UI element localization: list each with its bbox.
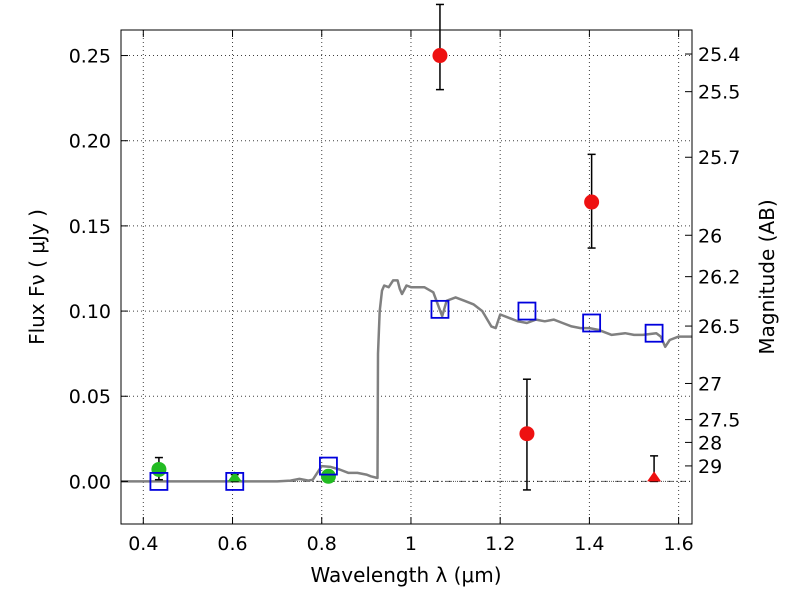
plot-frame [120, 29, 693, 525]
y-axis-title: Flux Fν ( μJy ) [25, 209, 49, 345]
upper-limit-triangle [227, 471, 242, 482]
x-tick-label: 1.4 [574, 533, 604, 555]
model-sed-line [121, 279, 692, 483]
right-tick-label: 28 [698, 432, 722, 454]
data-point-circle [519, 426, 535, 442]
data-point-circle [432, 48, 448, 64]
upper-limit-triangle [647, 471, 662, 482]
model-flux-square [149, 472, 169, 491]
grid [121, 30, 692, 524]
model-flux-square [319, 456, 338, 476]
model-flux-square [582, 313, 602, 333]
x-axis-title: Wavelength λ (μm) [310, 563, 501, 587]
y-tick-label: 0.10 [69, 301, 111, 323]
model-flux-square [517, 301, 537, 321]
right-tick-label: 26.2 [698, 267, 740, 289]
right-tick-label: 26.5 [698, 316, 740, 338]
right-tick-label: 25.7 [698, 147, 740, 169]
x-tick-label: 0.6 [217, 533, 247, 555]
y-axis-title-right: Magnitude (AB) [755, 199, 779, 354]
y-tick-label: 0.00 [69, 471, 111, 493]
x-tick-label: 1 [405, 533, 417, 555]
x-tick-label: 1.6 [664, 533, 694, 555]
right-tick-label: 25.4 [698, 44, 740, 66]
y-tick-label: 0.20 [69, 131, 111, 153]
right-tick-label: 26 [698, 225, 722, 247]
x-tick-label: 0.4 [128, 533, 158, 555]
x-tick-label: 0.8 [307, 533, 337, 555]
y-tick-label: 0.05 [69, 386, 111, 408]
right-tick-label: 27 [698, 373, 722, 395]
data-point-circle [584, 194, 600, 210]
y-tick-label: 0.25 [69, 46, 111, 68]
error-bars-overflow [149, 3, 664, 491]
model-flux-square [225, 472, 245, 491]
axis-ticks: 0.4 0.6 0.8 1 1.2 1.4 1.6 0.00 0.05 0.10 0.15 0.20 0… [69, 30, 740, 555]
model-flux-square [430, 299, 450, 319]
right-tick-label: 27.5 [698, 410, 740, 432]
right-tick-label: 29 [698, 456, 722, 478]
plot-area [121, 279, 692, 483]
data-point-circle [151, 461, 167, 477]
model-flux-square [644, 323, 664, 343]
y-tick-label: 0.15 [69, 216, 111, 238]
right-tick-label: 25.5 [698, 82, 740, 104]
x-tick-label: 1.2 [485, 533, 515, 555]
data-point-circle [320, 468, 336, 484]
